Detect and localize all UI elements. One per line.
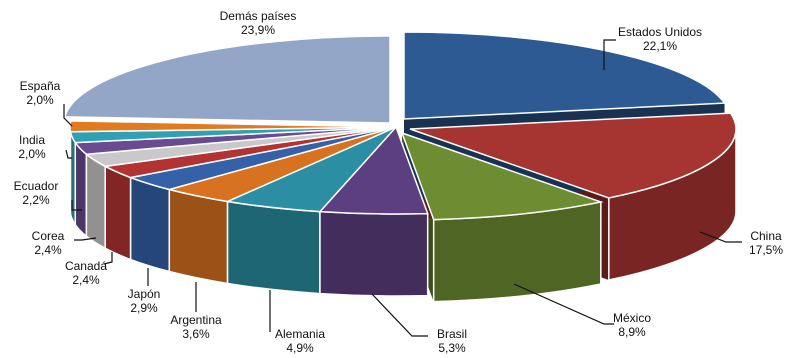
- leader-line-3: [371, 293, 428, 337]
- slice-label-name-1: China: [750, 229, 782, 243]
- slice-label-name-0: Estados Unidos: [618, 25, 702, 39]
- slice-label-name-11: España: [20, 79, 61, 93]
- slice-side-4: [226, 200, 321, 295]
- slice-label-name-2: México: [613, 311, 651, 325]
- slice-label-value-10: 2,0%: [18, 147, 46, 161]
- slice-side-7: [104, 165, 132, 261]
- leader-line-1: [699, 231, 742, 243]
- slice-label-value-4: 4,9%: [286, 341, 314, 355]
- slice-label-9: Ecuador 2,2%: [14, 179, 59, 207]
- slice-demás-países: [63, 35, 391, 124]
- slice-label-value-1: 17,5%: [749, 243, 783, 257]
- slice-label-3: Brasil 5,3%: [437, 327, 467, 355]
- leader-line-0: [603, 39, 616, 70]
- slice-label-12: Demás países 23,9%: [220, 9, 297, 37]
- slice-labels: Estados Unidos 22,1% China 17,5% México 8,9% B…: [14, 9, 784, 355]
- slice-label-2: México 8,9%: [613, 311, 651, 339]
- slice-label-0: Estados Unidos 22,1%: [618, 25, 702, 53]
- leader-line-10: [65, 149, 72, 159]
- slice-label-6: Japón 2,9%: [128, 287, 161, 315]
- slice-label-name-5: Argentina: [170, 313, 222, 327]
- slice-label-name-10: India: [19, 133, 45, 147]
- slice-label-11: España 2,0%: [20, 79, 61, 107]
- slice-side-9: [74, 140, 88, 238]
- slice-label-name-6: Japón: [128, 287, 161, 301]
- slice-label-name-3: Brasil: [437, 327, 467, 341]
- slice-label-value-9: 2,2%: [22, 193, 50, 207]
- leader-line-11: [63, 104, 73, 127]
- slice-label-name-4: Alemania: [275, 327, 325, 341]
- slice-side-5: [168, 188, 229, 285]
- slice-label-7: Canadá 2,4%: [65, 259, 107, 287]
- slice-label-value-7: 2,4%: [72, 273, 100, 287]
- slice-méxico: [400, 131, 604, 221]
- slice-estados-unidos: [403, 31, 726, 120]
- leader-line-2: [513, 283, 614, 325]
- pie-tops: [63, 31, 737, 221]
- slice-side-6: [129, 176, 171, 273]
- slice-china: [409, 112, 737, 199]
- leader-line-7: [103, 252, 113, 265]
- slice-label-10: India 2,0%: [18, 133, 46, 161]
- slice-label-1: China 17,5%: [749, 229, 783, 257]
- slice-label-value-12: 23,9%: [241, 23, 275, 37]
- slice-label-4: Alemania 4,9%: [275, 327, 325, 355]
- slice-label-name-7: Canadá: [65, 259, 107, 273]
- slice-label-value-0: 22,1%: [643, 39, 677, 53]
- slice-label-value-11: 2,0%: [26, 93, 54, 107]
- leader-line-9: [71, 200, 82, 211]
- slice-label-5: Argentina 3,6%: [170, 313, 222, 341]
- slice-españa: [69, 120, 397, 133]
- slice-label-value-8: 2,4%: [34, 243, 62, 257]
- slice-label-name-12: Demás países: [220, 9, 297, 23]
- slice-label-value-5: 3,6%: [182, 327, 210, 341]
- leader-lines: [63, 39, 742, 337]
- slice-side-8: [85, 152, 106, 250]
- slice-label-value-3: 5,3%: [438, 341, 466, 355]
- slice-label-value-2: 8,9%: [618, 325, 646, 339]
- leader-line-8: [74, 237, 97, 241]
- slice-label-name-9: Ecuador: [14, 179, 59, 193]
- slice-label-name-8: Corea: [32, 229, 65, 243]
- slice-label-value-6: 2,9%: [130, 301, 158, 315]
- slice-label-8: Corea 2,4%: [32, 229, 65, 257]
- slice-side-3: [319, 210, 429, 297]
